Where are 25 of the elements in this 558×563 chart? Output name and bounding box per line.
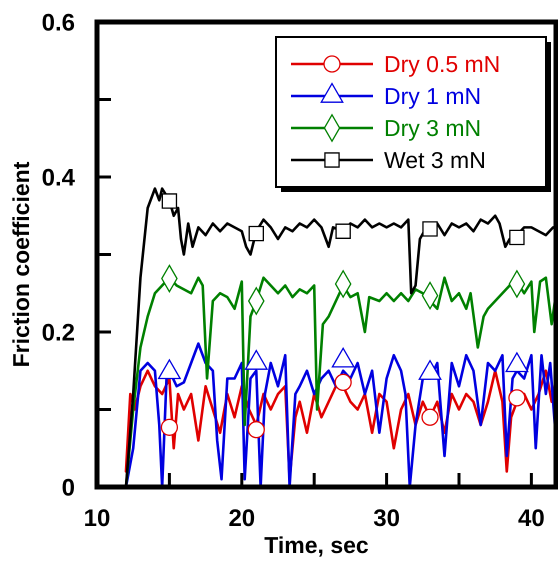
point bbox=[334, 374, 352, 391]
point bbox=[422, 221, 438, 237]
point bbox=[160, 418, 178, 436]
x-axis-title: Time, sec bbox=[264, 532, 369, 558]
point bbox=[335, 224, 351, 239]
legend-label: Dry 1 mN bbox=[384, 83, 482, 110]
line-series bbox=[124, 342, 556, 487]
point bbox=[162, 193, 178, 209]
y-tick-label: 0.4 bbox=[42, 164, 76, 192]
y-tick-label: 0.6 bbox=[42, 9, 75, 36]
point bbox=[248, 421, 265, 438]
x-tick-label: 10 bbox=[84, 505, 110, 532]
point bbox=[421, 408, 439, 426]
y-axis-title: Friction coefficient bbox=[8, 161, 34, 368]
point bbox=[509, 230, 525, 246]
y-tick-label: 0 bbox=[62, 474, 75, 502]
legend-label: Dry 0.5 mN bbox=[384, 51, 500, 78]
x-tick-label: 30 bbox=[373, 505, 400, 532]
legend-label: Wet 3 mN bbox=[384, 147, 486, 174]
x-tick-label: 40 bbox=[518, 505, 545, 532]
y-tick-label: 0.2 bbox=[42, 319, 75, 346]
x-tick-label: 20 bbox=[228, 505, 256, 532]
point bbox=[248, 226, 264, 242]
point bbox=[508, 389, 526, 406]
legend-label: Dry 3 mN bbox=[384, 115, 482, 142]
